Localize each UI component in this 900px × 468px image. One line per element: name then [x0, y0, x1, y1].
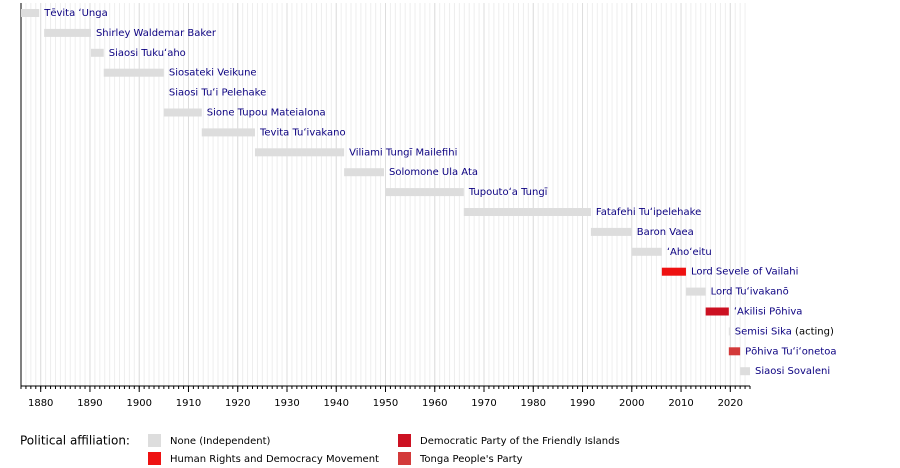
bar: [740, 367, 750, 376]
x-tick-label: 1960: [422, 398, 447, 409]
name: Shirley Waldemar Baker: [96, 28, 217, 39]
name: Solomone Ula Ata: [389, 167, 478, 178]
row-label: Sione Tupou Mateialona: [207, 108, 326, 119]
name: Viliami Tungī Mailefihi: [349, 147, 457, 158]
bar: [103, 68, 164, 77]
legend-title: Political affiliation:: [20, 434, 130, 448]
bar: [254, 148, 345, 157]
bar: [685, 287, 706, 296]
x-tick-label: 2010: [668, 398, 693, 409]
x-tick-label: 1880: [28, 398, 53, 409]
x-tick-label: 1890: [77, 398, 102, 409]
legend-label: Human Rights and Democracy Movement: [170, 454, 379, 465]
x-tick-label: 1990: [570, 398, 595, 409]
bar: [44, 28, 91, 37]
row-label: ʻAkilisi Pōhiva: [734, 307, 803, 318]
name: Tupoutoʻa Tungī: [468, 187, 548, 198]
name: Siosateki Veikune: [169, 68, 257, 79]
bar: [90, 48, 104, 57]
row-label: Tupoutoʻa Tungī: [468, 187, 548, 198]
row-label: Shirley Waldemar Baker: [96, 28, 217, 39]
name: ʻAkilisi Pōhiva: [734, 307, 803, 318]
bar: [21, 9, 40, 17]
legend-swatch: [398, 452, 411, 465]
legend-swatch: [148, 452, 161, 465]
x-tick-label: 2020: [718, 398, 743, 409]
name: Lord Sevele of Vailahi: [691, 267, 798, 278]
x-tick-label: 1950: [373, 398, 398, 409]
row-label: Semisi Sika (acting): [735, 326, 834, 337]
row-label: Tēvita ʻUnga: [43, 8, 108, 19]
row-label: Solomone Ula Ata: [389, 167, 478, 178]
x-tick-label: 2000: [619, 398, 644, 409]
name: Tevita Tuʻivakano: [259, 127, 346, 138]
note: (acting): [795, 326, 834, 337]
name: Sione Tupou Mateialona: [207, 108, 326, 119]
x-tick-label: 1930: [274, 398, 299, 409]
bar: [463, 208, 591, 216]
name: Lord Tuʻivakanō: [711, 287, 789, 298]
row-label: Lord Tuʻivakanō: [711, 287, 789, 298]
name: ʻAhoʻeitu: [667, 247, 712, 258]
name: Semisi Sika: [735, 326, 792, 337]
bar: [344, 168, 385, 177]
row-label: Tevita Tuʻivakano: [259, 127, 346, 138]
legend-swatch: [148, 434, 161, 447]
legend-swatch: [398, 434, 411, 447]
legend-label: Democratic Party of the Friendly Islands: [420, 436, 620, 447]
row-label: ʻAhoʻeitu: [667, 247, 712, 258]
name: Siaosi Sovaleni: [755, 366, 830, 377]
name: Tēvita ʻUnga: [43, 8, 108, 19]
bar: [201, 128, 255, 137]
bar: [631, 247, 662, 256]
bar: [590, 227, 632, 236]
name: Pōhiva Tuʻiʻonetoa: [745, 346, 836, 357]
row-label: Siaosi Tukuʻaho: [109, 48, 186, 59]
x-tick-label: 1970: [471, 398, 496, 409]
row-label: Siaosi Sovaleni: [755, 366, 830, 377]
x-tick-label: 1980: [521, 398, 546, 409]
row-label: Viliami Tungī Mailefihi: [349, 147, 457, 158]
x-tick-label: 1900: [126, 398, 151, 409]
name: Baron Vaea: [637, 227, 694, 238]
bar: [661, 267, 686, 276]
x-tick-label: 1920: [225, 398, 250, 409]
row-label: Pōhiva Tuʻiʻonetoa: [745, 346, 836, 357]
name: Siaosi Tukuʻaho: [109, 48, 186, 59]
row-label: Fatafehi Tuʻipelehake: [596, 207, 701, 218]
bar: [705, 307, 729, 316]
name: Siaosi Tuʻi Pelehake: [169, 88, 266, 99]
legend-label: None (Independent): [170, 436, 271, 447]
row-label: Lord Sevele of Vailahi: [691, 267, 798, 278]
bar: [163, 108, 202, 117]
x-tick-label: 1940: [324, 398, 349, 409]
legend-label: Tonga People's Party: [419, 454, 523, 465]
bar: [385, 188, 464, 197]
row-label: Siosateki Veikune: [169, 68, 257, 79]
row-label: Baron Vaea: [637, 227, 694, 238]
name: Fatafehi Tuʻipelehake: [596, 207, 701, 218]
bar: [728, 347, 741, 356]
bar: [728, 327, 730, 336]
row-label: Siaosi Tuʻi Pelehake: [169, 88, 266, 99]
x-tick-label: 1910: [176, 398, 201, 409]
